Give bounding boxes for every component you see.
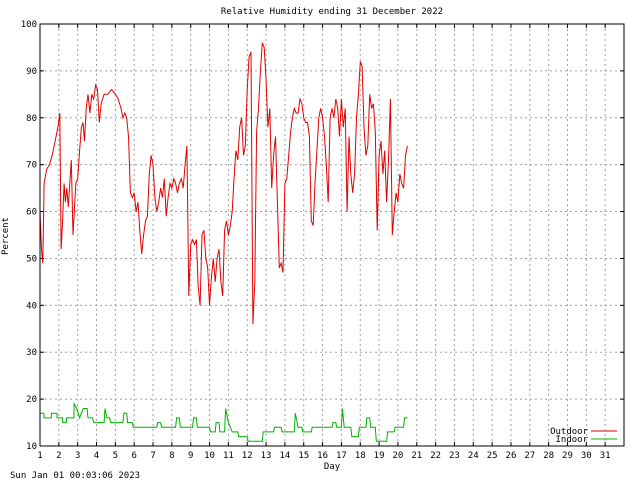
chart-title: Relative Humidity ending 31 December 202… [221, 7, 443, 17]
x-tick-label: 31 [600, 451, 611, 461]
x-tick-label: 10 [204, 451, 215, 461]
y-tick-label: 100 [21, 20, 37, 30]
x-tick-label: 2 [56, 451, 61, 461]
x-tick-label: 8 [169, 451, 174, 461]
x-tick-label: 14 [279, 451, 290, 461]
x-tick-label: 24 [468, 451, 479, 461]
legend-label-outdoor: Outdoor [550, 427, 589, 437]
y-tick-label: 10 [26, 442, 37, 452]
x-axis-label: Day [324, 462, 341, 472]
grid-lines [40, 24, 624, 446]
x-tick-label: 30 [581, 451, 592, 461]
y-tick-label: 60 [26, 208, 37, 218]
plot-frame [39, 23, 625, 447]
x-tick-label: 19 [374, 451, 385, 461]
series-line-outdoor [39, 42, 408, 325]
x-tick-label: 27 [524, 451, 535, 461]
x-tick-label: 4 [94, 451, 99, 461]
x-axis: 1 2 3 4 5 6 7 8 9 10 11 12 13 14 15 16 17 18 19 20 21 22 23 24 2… [37, 24, 611, 461]
x-tick-label: 15 [298, 451, 309, 461]
x-tick-label: 1 [37, 451, 42, 461]
x-tick-label: 18 [355, 451, 366, 461]
x-tick-label: 13 [261, 451, 272, 461]
timestamp: Sun Jan 01 00:03:06 2023 [10, 471, 140, 480]
x-tick-label: 23 [449, 451, 460, 461]
x-tick-label: 29 [562, 451, 573, 461]
x-tick-label: 16 [317, 451, 328, 461]
y-axis-label: Percent [1, 217, 11, 255]
y-tick-label: 20 [26, 395, 37, 405]
y-axis: 10 20 30 40 50 60 70 80 90 100 [21, 20, 624, 452]
x-tick-label: 11 [223, 451, 234, 461]
series-line-indoor [40, 401, 408, 442]
x-tick-label: 7 [150, 451, 155, 461]
x-tick-label: 28 [543, 451, 554, 461]
y-tick-label: 70 [26, 161, 37, 171]
y-tick-label: 50 [26, 254, 37, 264]
y-tick-label: 80 [26, 114, 37, 124]
y-tick-label: 40 [26, 301, 37, 311]
y-tick-label: 90 [26, 67, 37, 77]
y-tick-label: 30 [26, 348, 37, 358]
x-tick-label: 22 [430, 451, 441, 461]
x-tick-label: 17 [336, 451, 347, 461]
series-lines [39, 42, 408, 442]
x-tick-label: 25 [487, 451, 498, 461]
x-tick-label: 3 [75, 451, 80, 461]
legend-label-indoor: Indoor [555, 435, 588, 445]
x-tick-label: 5 [113, 451, 118, 461]
x-tick-label: 9 [188, 451, 193, 461]
x-tick-label: 26 [506, 451, 517, 461]
x-tick-label: 20 [393, 451, 404, 461]
x-tick-label: 6 [131, 451, 136, 461]
x-tick-label: 21 [411, 451, 422, 461]
x-tick-label: 12 [242, 451, 253, 461]
